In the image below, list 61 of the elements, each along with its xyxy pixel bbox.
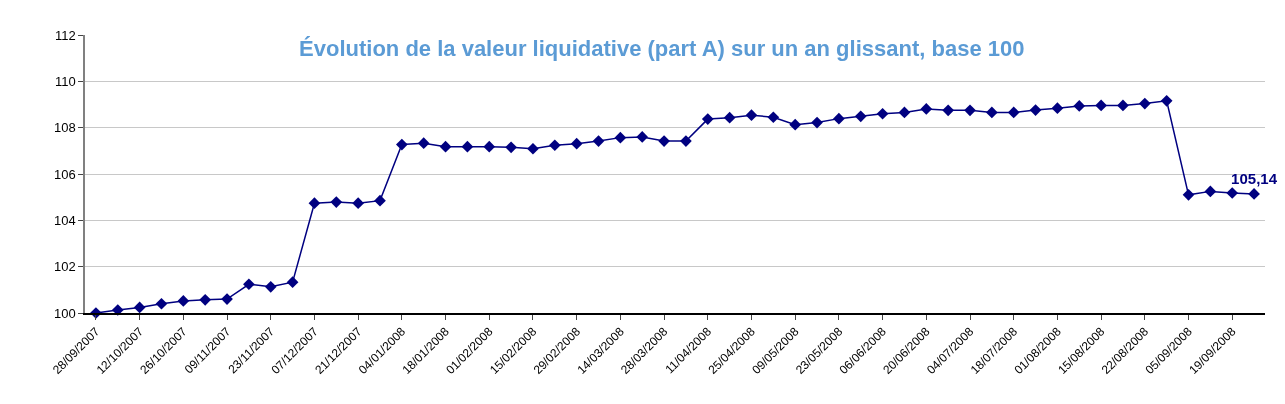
point [1160,94,1173,107]
point [417,137,430,150]
point [833,112,845,125]
point [1117,99,1129,112]
point [1182,189,1195,201]
y-tick-label: 102 [53,259,76,275]
y-tick-label: 106 [53,166,76,182]
point [636,131,649,143]
point [308,197,321,210]
point [396,138,408,151]
point [745,109,758,122]
point [155,297,168,310]
point [243,278,255,291]
point [964,104,976,117]
point [1073,100,1086,112]
y-tick-label: 108 [53,120,76,136]
point [942,104,954,117]
point [658,135,670,147]
point [1226,187,1239,199]
point [701,113,714,125]
point [177,295,190,307]
point [898,106,911,119]
point [854,110,867,123]
point [1204,185,1217,198]
chart-title: Évolution de la valeur liquidative (part A) sur un an glissant, base 100 [299,36,1025,62]
point [1248,188,1260,200]
point [264,280,277,293]
data-label: 105,14 [1231,169,1278,187]
point [374,194,386,207]
point [330,196,343,208]
point [133,301,146,314]
point [1051,102,1064,115]
point [548,139,561,152]
y-tick-label: 112 [54,27,76,43]
point [723,111,736,124]
y-tick-label: 104 [53,212,76,228]
point [614,131,627,144]
point [680,135,692,147]
point [789,118,802,131]
point [767,111,780,124]
point [199,293,212,306]
point [286,276,299,289]
point [1095,99,1107,112]
point [811,116,823,129]
y-tick-label: 110 [54,73,76,89]
point [461,140,474,153]
point [876,107,889,120]
point [1029,104,1042,116]
point [1138,97,1151,110]
point [505,141,517,154]
point [920,103,933,115]
point [592,135,605,147]
point [111,304,124,316]
point [352,197,364,210]
point [570,137,583,150]
y-tick-label: 100 [53,305,76,321]
point [986,106,998,119]
point [483,140,496,153]
point [527,142,539,155]
point [439,140,452,153]
point [1007,106,1020,119]
